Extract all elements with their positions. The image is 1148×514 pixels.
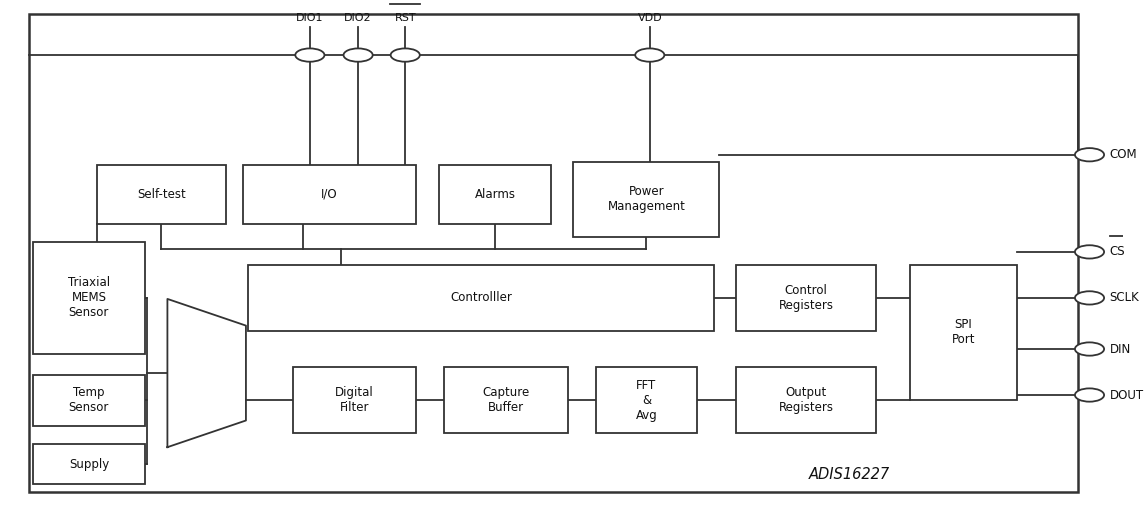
Circle shape bbox=[1075, 148, 1104, 161]
Circle shape bbox=[295, 48, 325, 62]
Text: DIN: DIN bbox=[1110, 342, 1131, 356]
Text: Supply: Supply bbox=[69, 457, 109, 470]
Text: Self-test: Self-test bbox=[137, 188, 186, 201]
Text: Alarms: Alarms bbox=[474, 188, 515, 201]
Bar bbox=[293, 367, 417, 433]
Text: Temp
Sensor: Temp Sensor bbox=[69, 386, 109, 414]
Bar bbox=[910, 265, 1017, 400]
Text: DIO1: DIO1 bbox=[296, 13, 324, 23]
Text: Controlller: Controlller bbox=[450, 291, 512, 304]
Bar bbox=[248, 265, 714, 331]
Text: COM: COM bbox=[1110, 148, 1138, 161]
Bar bbox=[33, 375, 145, 426]
Bar bbox=[96, 165, 226, 224]
Text: Power
Management: Power Management bbox=[607, 186, 685, 213]
Text: Capture
Buffer: Capture Buffer bbox=[482, 386, 530, 414]
Text: Triaxial
MEMS
Sensor: Triaxial MEMS Sensor bbox=[68, 277, 110, 319]
Text: DIO2: DIO2 bbox=[344, 13, 372, 23]
Bar bbox=[33, 242, 145, 354]
Text: ADIS16227: ADIS16227 bbox=[809, 467, 890, 482]
Text: FFT
&
Avg: FFT & Avg bbox=[636, 379, 658, 421]
Circle shape bbox=[390, 48, 420, 62]
Circle shape bbox=[343, 48, 373, 62]
Bar bbox=[444, 367, 568, 433]
Text: SCLK: SCLK bbox=[1110, 291, 1140, 304]
Circle shape bbox=[1075, 389, 1104, 401]
Circle shape bbox=[635, 48, 665, 62]
Bar bbox=[574, 162, 720, 236]
Text: CS: CS bbox=[1110, 245, 1125, 259]
Text: VDD: VDD bbox=[637, 13, 662, 23]
Text: Digital
Filter: Digital Filter bbox=[335, 386, 374, 414]
Circle shape bbox=[1075, 342, 1104, 356]
Bar bbox=[736, 367, 876, 433]
Text: RST: RST bbox=[395, 13, 416, 23]
Text: I/O: I/O bbox=[321, 188, 338, 201]
Bar bbox=[242, 165, 417, 224]
Text: Control
Registers: Control Registers bbox=[778, 284, 833, 312]
Text: SPI
Port: SPI Port bbox=[952, 318, 975, 346]
Bar bbox=[736, 265, 876, 331]
Circle shape bbox=[1075, 245, 1104, 259]
Circle shape bbox=[1075, 291, 1104, 304]
Text: DOUT: DOUT bbox=[1110, 389, 1143, 401]
Bar bbox=[439, 165, 551, 224]
Text: Output
Registers: Output Registers bbox=[778, 386, 833, 414]
Bar bbox=[33, 444, 145, 485]
Bar bbox=[596, 367, 697, 433]
